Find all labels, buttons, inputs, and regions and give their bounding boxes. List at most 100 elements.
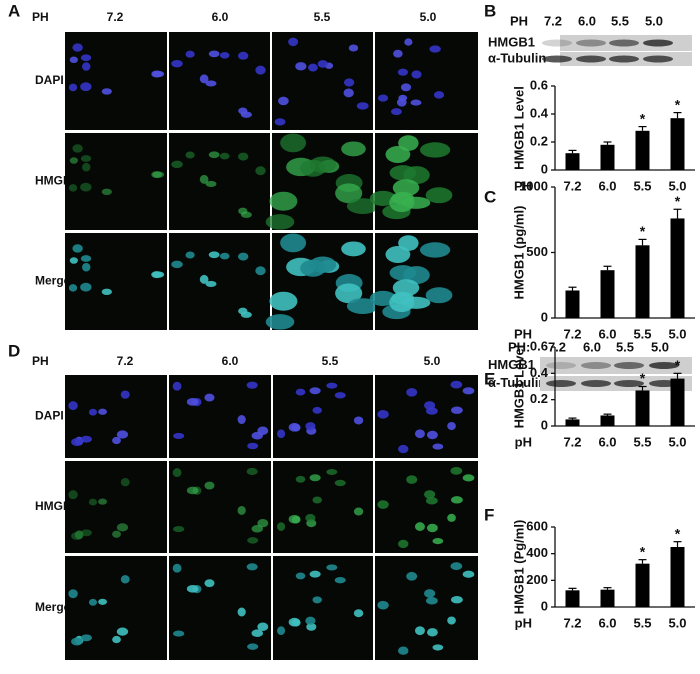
bar (670, 547, 685, 607)
cell (251, 629, 263, 637)
y-tick-label: 1000 (519, 178, 548, 193)
y-tick-label: 200 (526, 572, 548, 587)
x-tick-label: 6.0 (598, 326, 616, 341)
cell (240, 211, 252, 218)
cell (414, 522, 425, 531)
cell (426, 430, 438, 440)
cell (414, 429, 425, 439)
row-label: Merge (35, 600, 71, 614)
cell (152, 171, 165, 178)
cell (300, 259, 326, 277)
y-tick-label: 0.2 (530, 133, 548, 148)
band-label: HMGB1 (488, 357, 535, 372)
y-tick-label: 500 (526, 244, 548, 259)
cell (288, 617, 301, 627)
cell (82, 62, 91, 71)
blot-band (609, 55, 639, 63)
cell (305, 422, 316, 431)
cell (353, 507, 364, 516)
cell (246, 563, 258, 571)
cell (341, 241, 366, 257)
cell (343, 78, 355, 87)
cell (171, 260, 183, 269)
y-tick-label: 0 (541, 417, 548, 432)
cell (69, 56, 78, 64)
micrograph (375, 461, 478, 553)
cell (205, 280, 217, 287)
x-axis-label: PH (514, 178, 532, 193)
cell (312, 496, 322, 504)
cell (219, 152, 230, 160)
cell (308, 63, 318, 72)
cell (391, 291, 415, 305)
panel-label: D (8, 341, 20, 360)
cell (274, 118, 286, 126)
cell (185, 151, 195, 159)
column-label: 5.0 (420, 10, 437, 24)
significance: * (675, 193, 681, 209)
cell (312, 596, 322, 604)
cell (280, 133, 307, 153)
cell (204, 579, 215, 588)
cell (346, 198, 379, 214)
panel-label: B (484, 1, 496, 20)
cell (88, 498, 98, 506)
micrograph (65, 375, 167, 458)
cell (68, 401, 78, 411)
micrograph (273, 375, 373, 458)
cell (326, 468, 338, 476)
ph-label: PH (32, 354, 49, 368)
cell (71, 438, 83, 446)
cell (334, 479, 346, 487)
band-label: HMGB1 (488, 34, 535, 49)
cell (68, 83, 78, 92)
y-tick-label: 0.4 (530, 365, 549, 380)
bar (565, 153, 580, 170)
panel-label: E (484, 369, 495, 388)
cell (397, 68, 408, 76)
cell (185, 50, 195, 58)
cell (80, 255, 92, 262)
cell (411, 70, 422, 79)
cell (152, 70, 165, 78)
y-tick-label: 0 (541, 161, 548, 176)
cell (305, 616, 316, 625)
cell (353, 416, 364, 425)
significance: * (640, 223, 646, 239)
y-tick-label: 0.6 (530, 338, 548, 353)
cell (80, 529, 92, 537)
cell (120, 478, 130, 487)
cell (80, 435, 92, 443)
cell (426, 523, 438, 533)
x-axis-label: pH (515, 615, 532, 630)
blot-header: PH: (508, 339, 530, 354)
cell (219, 51, 230, 59)
cell (377, 500, 389, 509)
cell (68, 490, 78, 500)
cell (219, 252, 230, 260)
cell (80, 182, 92, 192)
ph-label: PH (32, 10, 49, 24)
cell (406, 475, 418, 484)
cell (199, 74, 209, 84)
cell (172, 563, 182, 573)
cell (101, 188, 112, 196)
cell (71, 637, 83, 646)
cell (391, 191, 415, 205)
y-axis-label: HMGB1 (pg/ml) (511, 206, 526, 300)
cell (424, 490, 436, 499)
cell (68, 284, 78, 292)
cell (353, 609, 364, 618)
x-tick-label: 5.5 (633, 434, 651, 449)
cell (238, 51, 249, 60)
cell (80, 155, 92, 162)
cell (306, 622, 317, 631)
micrograph (273, 556, 373, 660)
cell (208, 251, 220, 259)
y-tick-label: 0 (541, 598, 548, 613)
cell (255, 166, 266, 176)
bar (670, 378, 685, 426)
cell (72, 43, 83, 52)
micrograph (375, 32, 478, 130)
